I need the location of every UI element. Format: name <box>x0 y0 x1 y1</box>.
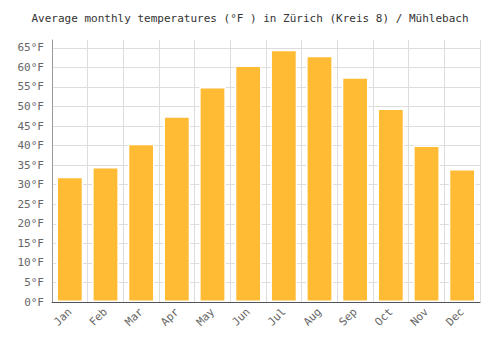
svg-text:35°F: 35°F <box>18 159 45 172</box>
svg-text:Jul: Jul <box>265 305 288 328</box>
svg-text:30°F: 30°F <box>18 178 45 191</box>
svg-text:May: May <box>194 305 217 328</box>
svg-text:Aug: Aug <box>301 305 324 328</box>
svg-text:Mar: Mar <box>123 305 146 328</box>
svg-text:Feb: Feb <box>87 305 110 328</box>
svg-text:25°F: 25°F <box>18 198 45 211</box>
svg-text:10°F: 10°F <box>18 256 45 269</box>
svg-text:20°F: 20°F <box>18 217 45 230</box>
svg-text:Average monthly temperatures (: Average monthly temperatures (°F ) in Zü… <box>31 12 468 25</box>
svg-text:Oct: Oct <box>372 305 395 328</box>
svg-text:15°F: 15°F <box>18 237 45 250</box>
svg-text:45°F: 45°F <box>18 120 45 133</box>
svg-text:5°F: 5°F <box>24 276 44 289</box>
svg-text:Nov: Nov <box>408 305 431 328</box>
svg-text:50°F: 50°F <box>18 100 45 113</box>
svg-text:Sep: Sep <box>337 305 360 328</box>
svg-text:40°F: 40°F <box>18 139 45 152</box>
svg-text:0°F: 0°F <box>24 296 44 309</box>
svg-text:Jan: Jan <box>51 305 74 328</box>
svg-text:55°F: 55°F <box>18 80 45 93</box>
svg-text:65°F: 65°F <box>18 41 45 54</box>
svg-text:Apr: Apr <box>158 305 181 328</box>
svg-text:Dec: Dec <box>444 305 467 328</box>
svg-text:Jun: Jun <box>230 305 253 328</box>
svg-text:60°F: 60°F <box>18 61 45 74</box>
